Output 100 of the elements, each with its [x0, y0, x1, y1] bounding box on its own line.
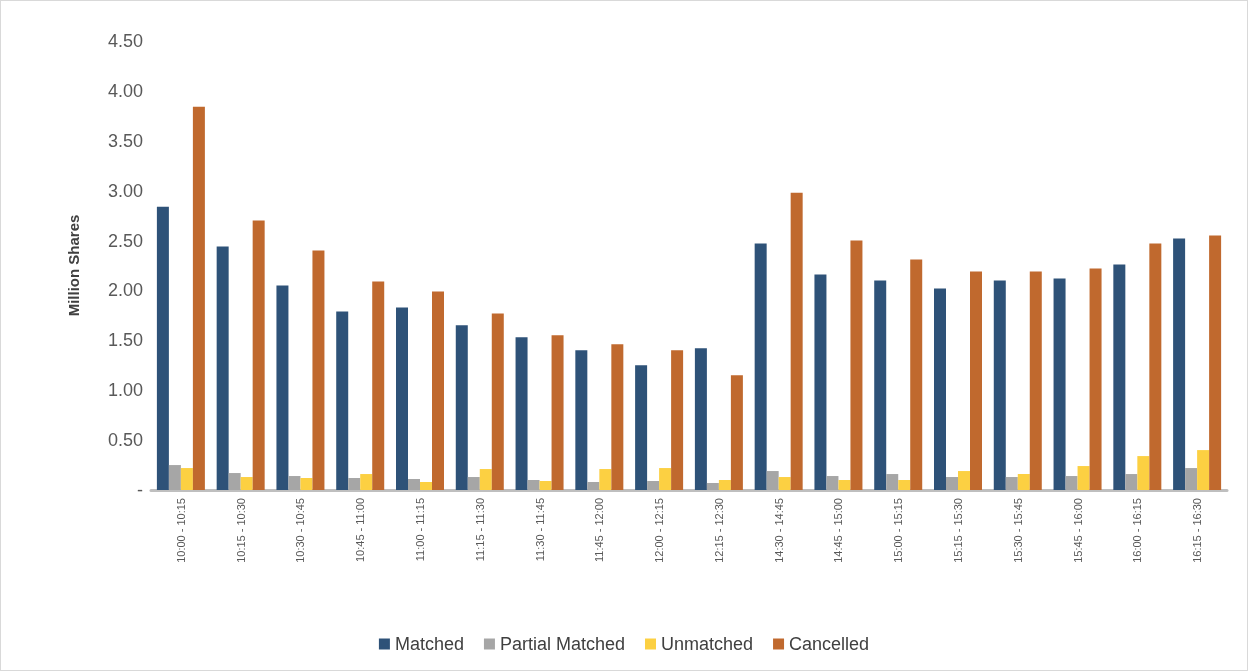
y-tick-label: -	[137, 480, 143, 500]
bar	[790, 192, 803, 490]
y-tick-label: 2.00	[107, 280, 143, 301]
bar	[993, 280, 1006, 490]
y-tick-label: 1.00	[107, 380, 143, 401]
legend-label: Partial Matched	[499, 634, 625, 654]
bar	[1029, 271, 1042, 490]
y-tick-label: 2.50	[107, 230, 143, 251]
x-tick-label: 15:45 - 16:00	[1071, 498, 1084, 563]
bar	[252, 220, 265, 490]
bar	[730, 375, 743, 490]
bar	[1173, 238, 1186, 490]
bar	[527, 480, 540, 490]
bar	[1065, 476, 1078, 490]
x-tick-label: 16:00 - 16:15	[1131, 498, 1144, 563]
bar	[515, 337, 528, 490]
bar	[539, 481, 552, 490]
y-tick-label: 0.50	[107, 430, 143, 451]
legend-label: Unmatched	[661, 634, 754, 654]
bar	[1113, 264, 1126, 490]
bar	[694, 348, 707, 490]
x-tick-label: 11:15 - 11:30	[473, 498, 486, 562]
bar	[228, 473, 241, 490]
bar	[491, 313, 504, 490]
bar	[360, 474, 373, 490]
bar	[886, 474, 899, 490]
y-tick-label: 3.50	[107, 130, 143, 151]
bar	[479, 469, 492, 490]
bar	[910, 259, 923, 490]
x-tick-label: 11:00 - 11:15	[414, 498, 426, 562]
x-tick-label: 12:15 - 12:30	[712, 498, 725, 563]
y-tick-label: 4.00	[107, 80, 143, 101]
x-tick-label: 10:30 - 10:45	[294, 498, 307, 563]
bar	[1149, 243, 1162, 490]
x-tick-label: 10:15 - 10:30	[234, 498, 247, 563]
bar	[1077, 466, 1090, 490]
x-tick-label: 14:30 - 14:45	[772, 498, 785, 563]
bar	[348, 478, 361, 490]
x-tick-label: 15:00 - 15:15	[892, 498, 905, 563]
bar	[240, 477, 253, 490]
bar	[970, 271, 982, 490]
x-tick-label: 10:45 - 11:00	[354, 498, 367, 563]
x-tick-label: 15:30 - 15:45	[1011, 498, 1024, 563]
legend-label: Cancelled	[789, 634, 870, 654]
x-tick-label: 11:30 - 11:45	[533, 498, 546, 562]
bar	[467, 477, 480, 490]
bar	[958, 471, 970, 490]
x-tick-label: 15:15 - 15:30	[952, 498, 964, 563]
bar	[706, 483, 719, 490]
bar	[826, 476, 839, 490]
bar	[408, 479, 420, 490]
bar	[180, 468, 193, 490]
bar	[168, 465, 181, 490]
bar	[838, 480, 851, 490]
y-tick-label: 1.50	[107, 330, 143, 351]
bar	[1053, 278, 1066, 490]
bar	[635, 365, 648, 490]
bar	[671, 350, 684, 490]
bar	[551, 335, 564, 490]
x-tick-label: 10:00 - 10:15	[174, 498, 187, 563]
bar	[216, 246, 229, 490]
bar	[1089, 268, 1102, 490]
x-tick-label: 12:00 - 12:15	[653, 498, 666, 563]
bar	[1125, 474, 1138, 490]
bar	[455, 325, 468, 490]
y-tick-label: 3.00	[107, 180, 143, 201]
bar	[898, 480, 911, 490]
bar	[300, 478, 313, 490]
legend-label: Matched	[394, 634, 464, 654]
bar	[432, 291, 444, 490]
bar	[611, 344, 624, 490]
bar	[587, 482, 600, 490]
y-tick-label: 4.50	[107, 31, 143, 51]
bar	[1137, 456, 1150, 490]
bar	[659, 468, 672, 490]
bar	[718, 480, 731, 490]
bar	[396, 307, 408, 490]
bar	[192, 106, 205, 490]
bar	[1209, 235, 1222, 490]
x-tick-label: 16:15 - 16:30	[1191, 498, 1204, 563]
bar	[312, 250, 325, 490]
bar	[276, 285, 289, 490]
bar	[420, 482, 432, 490]
bar	[814, 274, 827, 490]
bar	[156, 206, 169, 490]
y-axis-title: Million Shares	[65, 214, 82, 317]
bar	[575, 350, 588, 490]
x-tick-label: 14:45 - 15:00	[832, 498, 845, 563]
bar	[766, 471, 779, 490]
bar	[599, 469, 612, 490]
bar	[934, 288, 946, 490]
bar	[372, 281, 385, 490]
bar	[1017, 474, 1030, 490]
bar	[647, 481, 660, 490]
bar	[874, 280, 887, 490]
bar	[778, 477, 791, 490]
bar	[288, 476, 301, 490]
bar	[754, 243, 767, 490]
bar	[1197, 450, 1210, 490]
bar	[336, 311, 349, 490]
